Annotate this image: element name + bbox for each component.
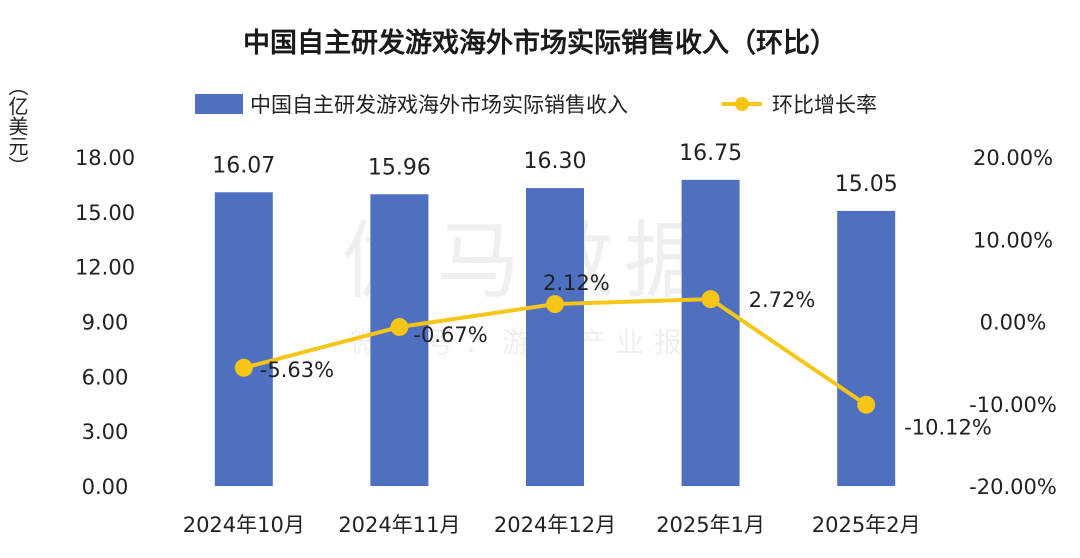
line-data-labels: -5.63% -0.67% 2.12% 2.72% -10.12% — [260, 271, 992, 440]
y-right-tick-label: 20.00% — [973, 146, 1053, 170]
y-right-tick-label: -20.00% — [969, 475, 1057, 499]
growth-rate-label: 2.72% — [749, 288, 816, 312]
x-tick-label: 2025年2月 — [812, 513, 921, 537]
x-tick-label: 2024年11月 — [338, 513, 460, 537]
bar — [681, 179, 740, 486]
growth-rate-point — [701, 290, 720, 309]
bar-series — [214, 179, 896, 487]
line-series — [234, 290, 876, 414]
growth-rate-point — [546, 295, 564, 314]
growth-rate-label: -10.12% — [904, 416, 992, 440]
y-left-tick-label: 18.00 — [75, 146, 135, 170]
y-right-tick-label: -10.00% — [969, 393, 1057, 417]
y-left-tick-label: 12.00 — [75, 256, 135, 280]
growth-rate-point — [857, 395, 876, 414]
bar-value-label: 16.75 — [679, 141, 742, 166]
y-right-tick-label: 10.00% — [973, 228, 1053, 252]
y-left-unit-label: （亿美元） — [5, 76, 29, 176]
legend: 中国自主研发游戏海外市场实际销售收入 环比增长率 — [195, 93, 877, 117]
x-tick-label: 2025年1月 — [656, 513, 765, 537]
y-right-tick-label: 0.00% — [980, 311, 1047, 335]
bar-value-label: 15.05 — [835, 172, 898, 197]
y-left-tick-label: 3.00 — [82, 420, 129, 444]
bar — [370, 194, 429, 486]
y-axis-right: -20.00% -10.00% 0.00% 10.00% 20.00% — [969, 146, 1057, 499]
legend-label-revenue: 中国自主研发游戏海外市场实际销售收入 — [250, 93, 628, 117]
bar-value-label: 16.07 — [212, 153, 275, 178]
bar — [526, 188, 584, 487]
x-axis: 2024年10月 2024年11月 2024年12月 2025年1月 2025年2月 — [183, 513, 921, 537]
growth-rate-label: -0.67% — [413, 323, 487, 347]
y-axis-left: 0.00 3.00 6.00 9.00 12.00 15.00 18.00 — [75, 146, 135, 499]
chart-title: 中国自主研发游戏海外市场实际销售收入（环比） — [243, 27, 837, 59]
growth-rate-label: 2.12% — [543, 271, 610, 295]
y-left-tick-label: 0.00 — [82, 475, 129, 499]
bar-value-label: 15.96 — [368, 155, 431, 180]
growth-rate-point — [390, 318, 409, 337]
growth-rate-point — [234, 358, 253, 377]
bar-data-labels: 16.07 15.96 16.30 16.75 15.05 — [212, 141, 897, 197]
growth-rate-label: -5.63% — [260, 358, 334, 382]
bar — [214, 192, 273, 486]
legend-swatch-marker — [735, 97, 749, 111]
legend-swatch-bar — [195, 94, 243, 114]
legend-label-growth-rate: 环比增长率 — [772, 93, 877, 117]
y-left-tick-label: 15.00 — [75, 201, 135, 225]
y-left-tick-label: 6.00 — [82, 365, 129, 389]
bar — [837, 210, 896, 487]
x-tick-label: 2024年12月 — [494, 513, 616, 537]
x-tick-label: 2024年10月 — [183, 513, 305, 537]
bar-value-label: 16.30 — [524, 149, 587, 174]
y-left-tick-label: 9.00 — [82, 311, 129, 335]
